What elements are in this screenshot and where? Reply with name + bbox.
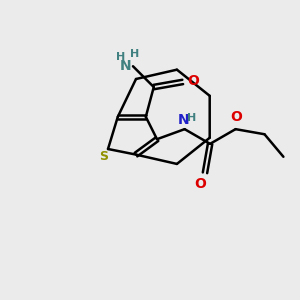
Text: O: O	[194, 177, 206, 191]
Text: S: S	[100, 149, 109, 163]
Text: N: N	[119, 59, 131, 73]
Text: O: O	[231, 110, 242, 124]
Text: N: N	[178, 113, 189, 127]
Text: O: O	[188, 74, 200, 88]
Text: H: H	[187, 113, 196, 123]
Text: H: H	[116, 52, 126, 62]
Text: H: H	[130, 49, 140, 59]
